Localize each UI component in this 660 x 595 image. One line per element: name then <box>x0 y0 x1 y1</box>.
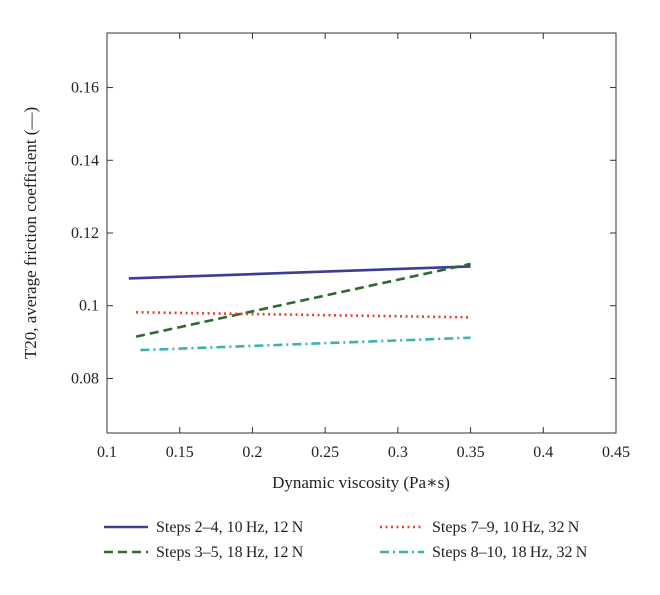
x-axis: 0.1 0.15 0.2 0.25 0.3 0.35 0.4 0.45 <box>97 33 630 461</box>
legend-label-2: Steps 3–5, 18 Hz, 12 N <box>156 544 304 561</box>
legend: Steps 2–4, 10 Hz, 12 N Steps 3–5, 18 Hz, … <box>104 519 588 561</box>
plot-frame <box>106 32 617 434</box>
x-tick-label: 0.15 <box>166 444 194 461</box>
series-line-2 <box>135 262 471 338</box>
legend-label-4: Steps 8–10, 18 Hz, 32 N <box>432 544 588 561</box>
y-tick-label: 0.12 <box>71 225 99 242</box>
series-group <box>128 262 471 352</box>
y-axis-title: T20, average friction coefficient (—) <box>21 107 40 359</box>
x-tick-label: 0.3 <box>388 444 408 461</box>
y-axis: 0.08 0.1 0.12 0.14 0.16 <box>71 80 616 387</box>
y-tick-label: 0.08 <box>71 370 99 387</box>
x-tick-label: 0.2 <box>242 444 262 461</box>
legend-label-3: Steps 7–9, 10 Hz, 32 N <box>432 519 580 536</box>
y-tick-label: 0.14 <box>71 152 99 169</box>
series-line-4 <box>140 336 471 352</box>
y-tick-label: 0.1 <box>79 298 99 315</box>
x-axis-title: Dynamic viscosity (Pa∗s) <box>272 473 450 492</box>
x-tick-label: 0.4 <box>533 444 553 461</box>
y-tick-label: 0.16 <box>71 80 99 97</box>
series-line-1 <box>128 265 471 280</box>
x-tick-label: 0.25 <box>311 444 339 461</box>
legend-label-1: Steps 2–4, 10 Hz, 12 N <box>156 519 304 536</box>
x-tick-label: 0.1 <box>97 444 117 461</box>
series-line-3 <box>136 310 471 319</box>
x-tick-label: 0.45 <box>602 444 630 461</box>
x-tick-label: 0.35 <box>457 444 485 461</box>
